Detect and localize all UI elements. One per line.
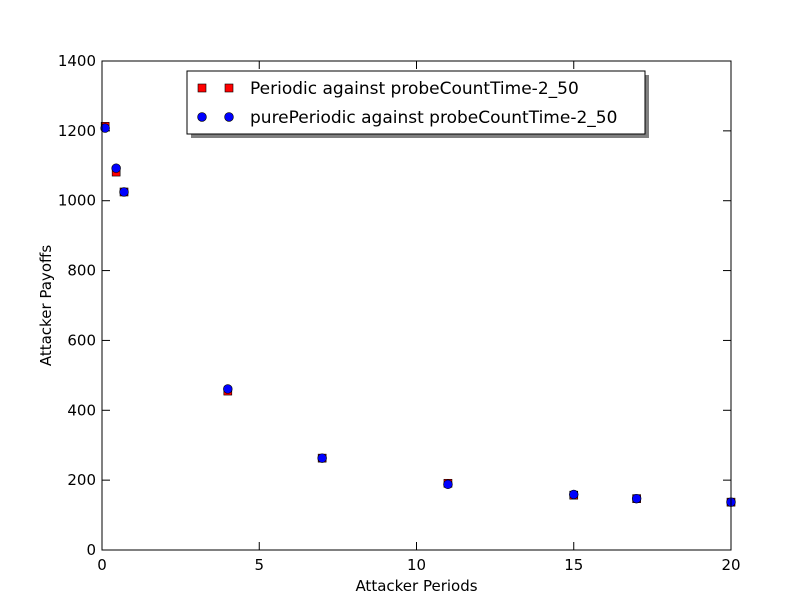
- data-point: [223, 384, 233, 394]
- data-point: [569, 489, 579, 500]
- data-point: [100, 123, 110, 133]
- x-tick-label: 10: [407, 556, 426, 574]
- legend-marker: [224, 112, 234, 122]
- x-tick-label: 0: [97, 556, 107, 574]
- x-tick-label: 15: [564, 556, 583, 574]
- legend: Periodic against probeCountTime-2_50pure…: [186, 70, 649, 138]
- y-tick-label: 800: [67, 262, 96, 280]
- legend-label: purePeriodic against probeCountTime-2_50: [250, 108, 617, 128]
- x-axis-label: Attacker Periods: [355, 577, 477, 595]
- legend-entry: purePeriodic against probeCountTime-2_50: [197, 108, 617, 128]
- data-point: [631, 493, 642, 504]
- data-point: [443, 479, 453, 490]
- data-point: [119, 187, 129, 197]
- y-tick-label: 0: [86, 541, 96, 559]
- data-point: [111, 163, 121, 173]
- y-axis-label: Attacker Payoffs: [37, 245, 55, 366]
- data-point: [317, 453, 327, 463]
- x-tick-label: 20: [721, 556, 740, 574]
- legend-marker: [224, 83, 234, 93]
- legend-box: [186, 70, 646, 135]
- y-tick-label: 200: [67, 471, 96, 489]
- legend-marker: [197, 83, 207, 93]
- y-tick-label: 1200: [58, 122, 96, 140]
- legend-marker: [197, 112, 207, 122]
- legend-entry: Periodic against probeCountTime-2_50: [197, 79, 579, 99]
- plot-area: [102, 61, 731, 550]
- x-tick-label: 5: [254, 556, 264, 574]
- legend-label: Periodic against probeCountTime-2_50: [250, 79, 579, 99]
- y-tick-label: 600: [67, 331, 96, 349]
- y-tick-label: 1000: [58, 192, 96, 210]
- plot-frame: [101, 60, 732, 551]
- y-tick-label: 400: [67, 401, 96, 419]
- y-tick-label: 1400: [58, 52, 96, 70]
